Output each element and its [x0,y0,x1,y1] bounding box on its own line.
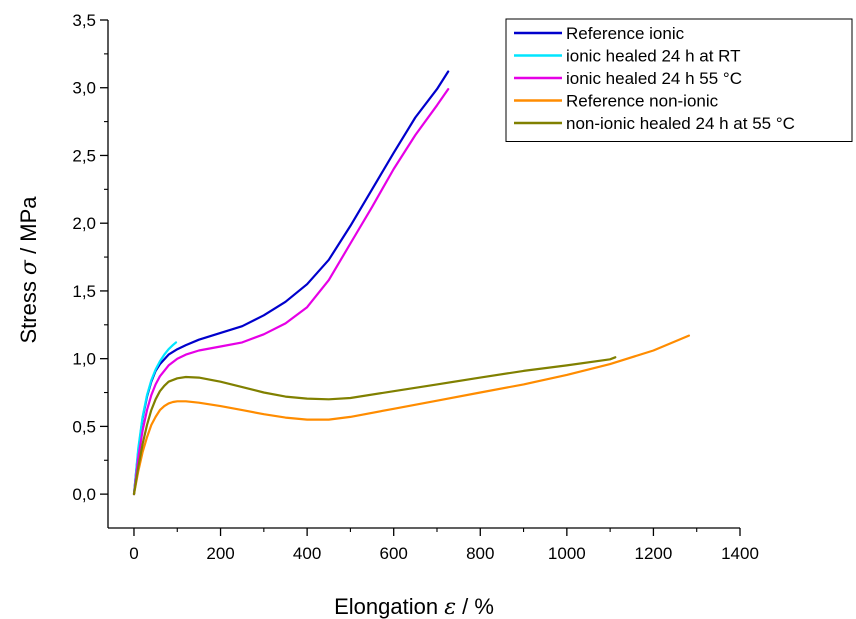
legend-label: non-ionic healed 24 h at 55 °C [566,114,795,133]
y-tick-label: 3,0 [72,79,96,98]
y-tick-label: 2,0 [72,214,96,233]
axis-ticks: 0 200 400 600 800 1000 1200 1400 0,0 0,5 1,0 1,5 2,0… [72,11,759,563]
series-line-1 [132,70,450,496]
x-tick-label: 600 [380,544,408,563]
legend-label: ionic healed 24 h 55 °C [566,69,742,88]
legend: Reference ionic ionic healed 24 h at RT io… [505,18,853,142]
y-tick-label: 2,5 [72,146,96,165]
legend-items: Reference ionic ionic healed 24 h at RT io… [514,24,795,133]
y-tick-label: 0,5 [72,417,96,436]
y-axis-title-suffix: / MPa [16,196,41,260]
series-line-5 [132,356,617,496]
x-axis-title-prefix: Elongation [334,594,444,619]
x-tick-label: 200 [206,544,234,563]
x-axis-title-suffix: / % [456,594,494,619]
x-axis-title: Elongation ε / % [334,594,494,619]
x-axis-title-symbol: ε [444,595,456,619]
series-line-3 [132,87,450,496]
y-axis-title-symbol: σ [17,259,42,275]
y-axis-title: Stress σ / MPa [16,196,42,344]
x-tick-label: 1000 [548,544,586,563]
series-layer [132,70,691,496]
x-tick-label: 1400 [721,544,759,563]
x-tick-label: 0 [129,544,138,563]
legend-label: ionic healed 24 h at RT [566,47,741,66]
y-axis-title-prefix: Stress [16,275,41,343]
x-tick-label: 400 [293,544,321,563]
y-tick-label: 3,5 [72,11,96,30]
series-line-4 [132,334,691,496]
x-tick-label: 1200 [635,544,673,563]
legend-label: Reference non-ionic [566,92,719,111]
legend-label: Reference ionic [566,24,685,43]
legend-box [505,18,853,142]
y-tick-label: 1,0 [72,350,96,369]
y-tick-label: 1,5 [72,282,96,301]
x-tick-label: 800 [466,544,494,563]
y-tick-label: 0,0 [72,485,96,504]
series-line-2 [132,341,178,496]
